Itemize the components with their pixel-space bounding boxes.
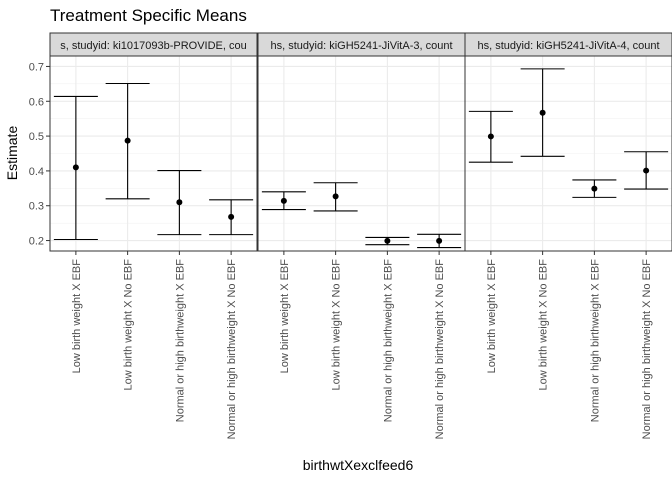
y-tick-label: 0.5 bbox=[29, 131, 44, 143]
error-bar bbox=[53, 95, 98, 241]
estimate-point bbox=[124, 137, 131, 144]
y-tick-label: 0.3 bbox=[29, 201, 44, 213]
y-tick-label: 0.6 bbox=[29, 96, 44, 108]
x-tick-label: Low birth weight X No EBF bbox=[538, 259, 550, 391]
error-bar bbox=[313, 182, 358, 212]
x-tick-label: Low birth weight X EBF bbox=[486, 259, 498, 374]
estimate-point bbox=[228, 213, 235, 220]
estimate-point bbox=[332, 193, 339, 200]
error-bar bbox=[417, 233, 462, 249]
x-tick-label: Low birth weight X EBF bbox=[71, 259, 83, 374]
error-bar bbox=[365, 236, 410, 246]
y-tick-label: 0.7 bbox=[29, 61, 44, 73]
facet-panel-3: hs, studyid: kiGH5241-JiVitA-4, count Low… bbox=[464, 32, 672, 440]
x-tick-label: Normal or high birthweight X No EBF bbox=[434, 259, 446, 440]
y-axis: 0.2 0.3 0.4 0.5 0.6 0.7 bbox=[29, 61, 50, 248]
panel-border bbox=[49, 55, 258, 252]
facet-strip-label: hs, studyid: kiGH5241-JiVitA-4, count bbox=[478, 40, 660, 52]
estimate-point bbox=[72, 164, 79, 171]
estimate-point bbox=[384, 237, 391, 244]
estimate-point bbox=[487, 133, 494, 140]
y-tick-label: 0.4 bbox=[29, 166, 44, 178]
error-bar bbox=[624, 151, 669, 190]
x-tick-label: Low birth weight X EBF bbox=[279, 259, 291, 374]
facet-panel-1: s, studyid: ki1017093b-PROVIDE, cou Low b… bbox=[49, 32, 258, 440]
facet-strip-label: s, studyid: ki1017093b-PROVIDE, cou bbox=[60, 40, 246, 52]
error-bar bbox=[261, 191, 306, 211]
x-tick-label: Normal or high birthweight X No EBF bbox=[226, 259, 238, 440]
x-tick-label: Normal or high birthweight X EBF bbox=[174, 259, 186, 423]
panel-border bbox=[464, 55, 672, 252]
x-tick-label: Normal or high birthweight X No EBF bbox=[641, 259, 653, 440]
estimate-point bbox=[643, 167, 650, 174]
y-tick-label: 0.2 bbox=[29, 236, 44, 248]
x-tick-label: Low birth weight X No EBF bbox=[331, 259, 343, 391]
facet-panels: s, studyid: ki1017093b-PROVIDE, cou Low b… bbox=[49, 32, 672, 440]
error-bar bbox=[468, 110, 513, 163]
x-tick-label: Normal or high birthweight X EBF bbox=[589, 259, 601, 423]
chart-title: Treatment Specific Means bbox=[50, 6, 247, 25]
x-tick-label: Low birth weight X No EBF bbox=[123, 259, 135, 391]
facet-panel-2: hs, studyid: kiGH5241-JiVitA-3, count Low… bbox=[257, 32, 466, 440]
estimate-point bbox=[591, 185, 598, 192]
estimate-point bbox=[539, 109, 546, 116]
error-bar bbox=[105, 82, 150, 200]
estimate-point bbox=[436, 237, 443, 244]
y-axis-title: Estimate bbox=[4, 126, 20, 181]
error-bar bbox=[157, 170, 202, 236]
error-bar bbox=[572, 179, 617, 198]
estimate-point bbox=[280, 197, 287, 204]
error-bar bbox=[520, 68, 565, 157]
x-axis-title: birthwtXexclfeed6 bbox=[303, 457, 414, 473]
x-tick-label: Normal or high birthweight X EBF bbox=[382, 259, 394, 423]
estimate-point bbox=[176, 199, 183, 206]
facet-strip-label: hs, studyid: kiGH5241-JiVitA-3, count bbox=[271, 40, 453, 52]
error-bar bbox=[209, 199, 254, 236]
